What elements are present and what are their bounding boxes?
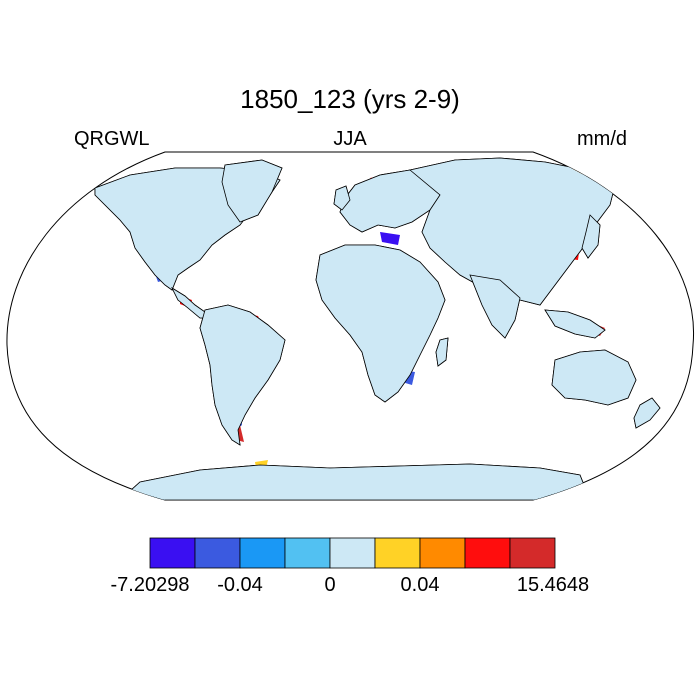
colorbar-swatch-1 <box>149 537 196 569</box>
colorbar-label-5: 15.4648 <box>516 574 590 596</box>
season-label: JJA <box>333 128 367 150</box>
colorbar-swatch-3 <box>239 537 286 569</box>
colorbar-label-3: 0 <box>324 574 336 596</box>
colorbar-label-2: -0.04 <box>217 574 263 596</box>
colorbar-swatch-2 <box>194 537 241 569</box>
variable-label: QRGWL <box>74 128 150 150</box>
colorbar-swatch-7 <box>419 537 466 569</box>
colorbar <box>149 537 556 569</box>
colorbar-label-4: 0.04 <box>400 574 440 596</box>
colorbar-swatch-4 <box>284 537 331 569</box>
colorbar-swatch-5 <box>329 537 376 569</box>
map-title: 1850_123 (yrs 2-9) <box>240 84 460 114</box>
colorbar-swatch-9 <box>509 537 556 569</box>
colorbar-label-1: -7.20298 <box>110 574 190 596</box>
units-label: mm/d <box>577 128 627 150</box>
colorbar-swatch-8 <box>464 537 511 569</box>
colorbar-swatch-6 <box>374 537 421 569</box>
